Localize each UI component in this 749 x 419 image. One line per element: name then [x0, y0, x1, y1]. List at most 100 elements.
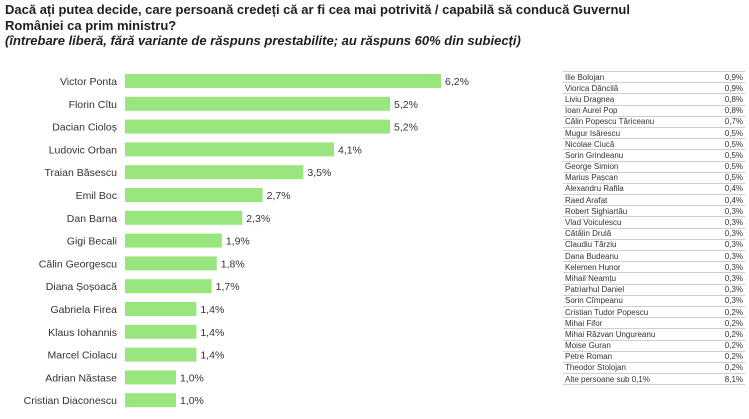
person-value: 0,3%: [711, 272, 745, 285]
person-value: 0,3%: [711, 295, 745, 307]
person-value: 0,2%: [711, 317, 745, 330]
data-label: 1,0%: [180, 372, 204, 384]
table-row: Mihai Fifor 0,2%: [563, 317, 745, 330]
person-value: 0,2%: [711, 340, 745, 352]
person-name: Mugur Isărescu: [563, 127, 711, 140]
person-name: Dana Budeanu: [563, 250, 711, 263]
data-label: 2,3%: [246, 213, 270, 225]
bar: [125, 74, 441, 88]
category-label: Călin Georgescu: [39, 258, 117, 270]
bar: [125, 370, 176, 385]
category-label: Dacian Cioloș: [52, 122, 117, 134]
title-line-2: României ca prim ministru?: [5, 17, 177, 33]
category-label: Emil Boc: [76, 190, 117, 202]
table-row: Călin Popescu Tăriceanu 0,7%: [563, 116, 745, 128]
title-line-1: Dacă ați putea decide, care persoană cre…: [5, 2, 630, 17]
person-name: Cătălin Drulă: [563, 228, 711, 240]
table-row: Sorin Cîmpeanu 0,3%: [563, 295, 745, 307]
person-value: 0,4%: [711, 183, 745, 196]
category-label: Gigi Becali: [67, 236, 117, 248]
person-name: Mihai Răzvan Ungureanu: [563, 328, 711, 341]
bar: [125, 210, 243, 225]
table-row: Nicolae Ciucă 0,5%: [563, 138, 745, 151]
person-value: 0,9%: [711, 82, 745, 95]
table-row: Cătălin Drulă 0,3%: [563, 228, 745, 240]
category-label: Cristian Diaconescu: [24, 395, 118, 407]
person-name: Ilie Bolojan: [563, 70, 711, 84]
table-row: Vlad Voiculescu 0,3%: [563, 216, 745, 229]
data-label: 5,2%: [394, 99, 418, 111]
person-name: Claudiu Tărziu: [563, 239, 711, 252]
category-label: Ludovic Orban: [49, 144, 117, 156]
person-name: Sorin Grindeanu: [563, 149, 711, 162]
person-value: 0,8%: [711, 105, 745, 117]
person-value: 0,3%: [711, 239, 745, 252]
person-value: 0,3%: [711, 216, 745, 229]
bar: [125, 142, 334, 157]
person-name: Călin Popescu Tăriceanu: [563, 116, 711, 128]
data-label: 4,1%: [338, 144, 362, 156]
bar: [125, 256, 217, 271]
person-value: 0,3%: [711, 205, 745, 218]
person-name: Viorica Dăncilă: [563, 82, 711, 95]
table-row: Moise Guran 0,2%: [563, 340, 745, 352]
data-label: 1,9%: [226, 236, 250, 248]
table-row: Sorin Grindeanu 0,5%: [563, 149, 745, 162]
category-label: Gabriela Firea: [50, 304, 117, 316]
bar: [125, 188, 263, 202]
data-label: 1,4%: [200, 327, 224, 339]
data-label: 1,8%: [221, 258, 245, 270]
person-name: Patriarhul Daniel: [563, 284, 711, 296]
bar: [125, 96, 391, 111]
category-label: Florin Cîtu: [69, 99, 118, 111]
person-value: 0,3%: [711, 228, 745, 240]
category-label: Klaus Iohannis: [48, 327, 117, 339]
person-name: Sorin Cîmpeanu: [563, 295, 711, 307]
person-value: 0,3%: [711, 250, 745, 263]
table-row: Mugur Isărescu 0,5%: [563, 127, 745, 140]
table-row: Raed Arafat 0,4%: [563, 194, 745, 207]
person-value: 0,2%: [711, 306, 745, 319]
table-row: Patriarhul Daniel 0,3%: [563, 284, 745, 296]
person-name: Ioan Aurel Pop: [563, 105, 711, 117]
person-name: Mihai Fifor: [563, 317, 711, 330]
person-name: Vlad Voiculescu: [563, 216, 711, 229]
bar: [125, 302, 197, 316]
person-name: George Simion: [563, 161, 711, 173]
data-label: 1,4%: [200, 304, 224, 316]
category-label: Adrian Năstase: [45, 372, 117, 384]
person-name: Robert Sighiartău: [563, 205, 711, 218]
bar: [125, 324, 197, 339]
data-label: 6,2%: [445, 76, 469, 88]
person-value: 0,5%: [711, 149, 745, 162]
person-name: Marius Pașcan: [563, 172, 711, 184]
person-name: Raed Arafat: [563, 194, 711, 207]
person-value: 0,5%: [711, 161, 745, 173]
table-row: Liviu Dragnea 0,8%: [563, 93, 745, 106]
data-label: 3,5%: [307, 167, 331, 179]
data-label: 1,0%: [180, 395, 204, 407]
person-value: 0,9%: [711, 70, 745, 84]
person-name: Kelemen Hunor: [563, 261, 711, 274]
table-row: Theodor Stolojan 0,2%: [563, 362, 745, 375]
person-value: 0,5%: [711, 127, 745, 140]
person-name: Cristian Tudor Popescu: [563, 306, 711, 319]
other-persons-table: Ilie Bolojan 0,9% Viorica Dăncilă 0,9% Liviu…: [563, 70, 745, 386]
person-name: Petre Roman: [563, 351, 711, 363]
category-label: Victor Ponta: [60, 76, 117, 88]
person-name: Mihail Neamțu: [563, 272, 711, 285]
person-name: Liviu Dragnea: [563, 93, 711, 106]
table-row: Ioan Aurel Pop 0,8%: [563, 105, 745, 117]
table-row: Viorica Dăncilă 0,9%: [563, 82, 745, 95]
person-name: Theodor Stolojan: [563, 362, 711, 375]
table-row: Cristian Tudor Popescu 0,2%: [563, 306, 745, 319]
table-row: Kelemen Hunor 0,3%: [563, 261, 745, 274]
person-value: 0,2%: [711, 362, 745, 375]
bar: [125, 119, 391, 134]
bar: [125, 233, 222, 248]
chart-title: Dacă ați putea decide, care persoană cre…: [5, 2, 745, 49]
table-row: Robert Sighiartău 0,3%: [563, 205, 745, 218]
table-row: Ilie Bolojan 0,9%: [563, 70, 745, 84]
table-row: Alexandru Rafila 0,4%: [563, 183, 745, 196]
person-value: 0,8%: [711, 93, 745, 106]
